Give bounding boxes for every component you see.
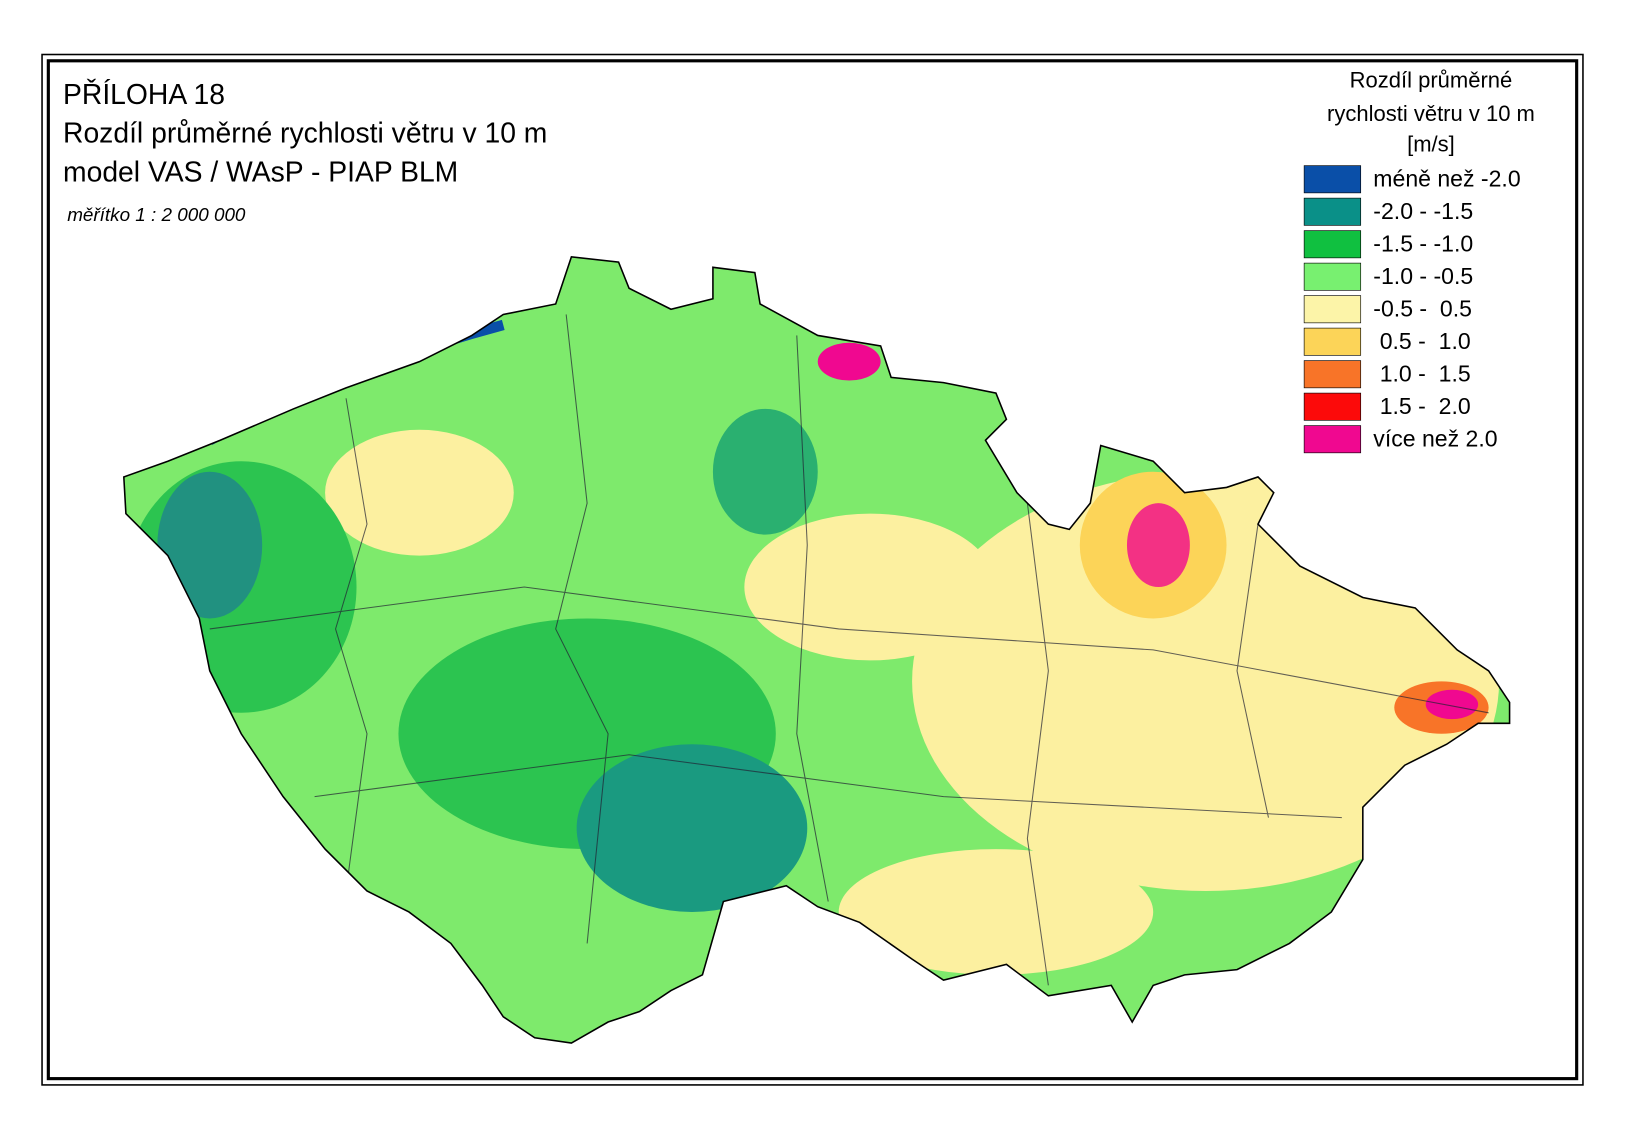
header-line: model VAS / WAsP - PIAP BLM (63, 155, 458, 187)
legend: Rozdíl průměrné rychlosti větru v 10 m [… (1303, 68, 1535, 454)
inner-frame (46, 59, 1579, 1081)
map-area (838, 849, 1154, 975)
legend-title: rychlosti větru v 10 m (1327, 101, 1535, 126)
district-border (1236, 524, 1269, 818)
legend-swatch (1303, 230, 1362, 259)
map-area (817, 342, 881, 381)
legend-title: Rozdíl průměrné (1350, 68, 1513, 93)
legend-swatch (1303, 392, 1362, 421)
map-area (325, 429, 514, 556)
district-border (796, 335, 829, 902)
legend-label: 0.5 - 1.0 (1373, 328, 1470, 354)
district-border (335, 398, 368, 892)
header-line: Rozdíl průměrné rychlosti větru v 10 m (63, 117, 547, 149)
legend-label: -0.5 - 0.5 (1373, 295, 1472, 321)
district-border (555, 314, 609, 944)
legend-label: 1.5 - 2.0 (1373, 393, 1470, 419)
legend-label: -1.0 - -0.5 (1373, 263, 1473, 289)
legend-swatch (1303, 165, 1362, 194)
map-area (744, 513, 996, 661)
scale-text: měřítko 1 : 2 000 000 (67, 204, 246, 225)
legend-swatch (1303, 197, 1362, 226)
legend-label: 1.0 - 1.5 (1373, 360, 1470, 386)
map-area (576, 744, 808, 912)
outer-frame (41, 53, 1584, 1086)
legend-swatch (1303, 327, 1362, 356)
district-border (209, 586, 1489, 714)
legend-label: -2.0 - -1.5 (1373, 198, 1473, 224)
legend-swatch (1303, 295, 1362, 324)
map-area (1425, 689, 1479, 720)
map-area (1126, 503, 1190, 588)
legend-swatch (1303, 425, 1362, 454)
legend-label: méně než -2.0 (1373, 165, 1520, 191)
legend-label: -1.5 - -1.0 (1373, 230, 1473, 256)
district-border (1026, 503, 1049, 986)
legend-swatch (1303, 262, 1362, 291)
district-border (314, 754, 1342, 819)
legend-label: více než 2.0 (1373, 425, 1497, 451)
header: PŘÍLOHA 18 Rozdíl průměrné rychlosti vět… (63, 78, 547, 225)
legend-title: [m/s] (1407, 132, 1455, 157)
map-area (712, 408, 818, 535)
legend-swatch (1303, 360, 1362, 389)
header-line: PŘÍLOHA 18 (63, 78, 225, 110)
map-area (157, 471, 263, 619)
